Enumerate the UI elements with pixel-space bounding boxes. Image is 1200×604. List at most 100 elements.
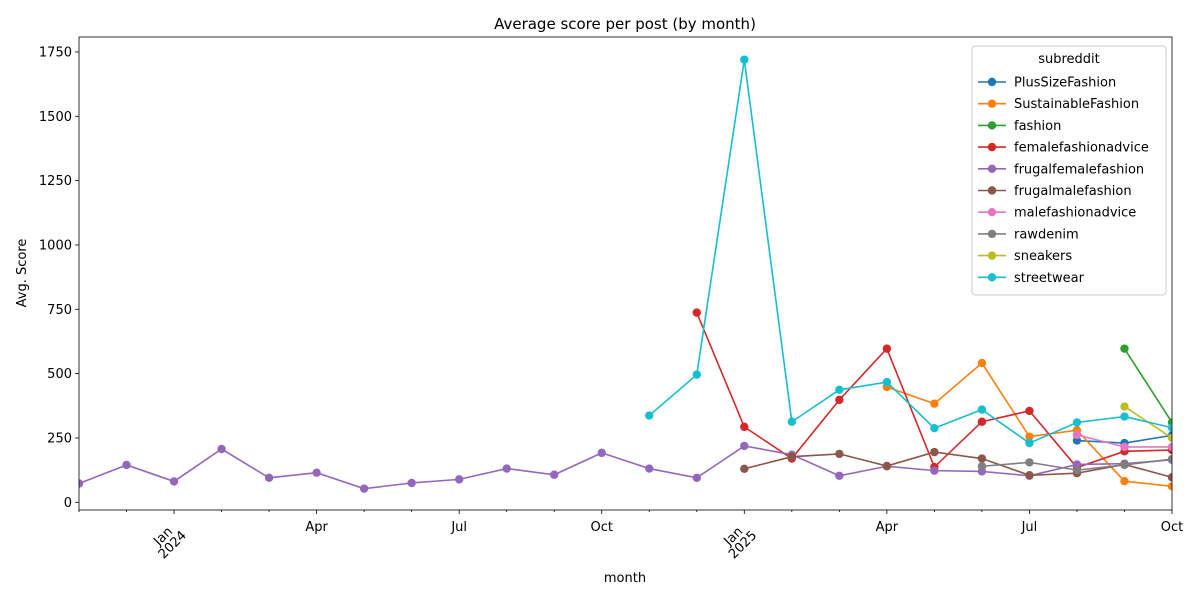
legend-item: femalefashionadvice <box>978 141 1149 156</box>
data-point <box>835 449 844 459</box>
data-point <box>1167 442 1172 452</box>
data-point <box>787 452 797 461</box>
data-point <box>740 464 749 474</box>
series-fashion <box>1120 344 1172 427</box>
plot-frame <box>78 36 1173 511</box>
data-point <box>645 464 654 473</box>
y-tick-label: 0 <box>64 496 72 511</box>
data-point <box>1120 442 1129 452</box>
data-point <box>692 473 701 483</box>
y-tick-label: 1000 <box>39 238 72 253</box>
data-point <box>1167 473 1172 482</box>
data-point <box>740 55 749 64</box>
data-point <box>835 395 844 405</box>
data-point <box>977 462 987 471</box>
series-line <box>886 361 1172 488</box>
data-point <box>930 447 939 457</box>
legend-swatch-marker <box>987 251 997 260</box>
legend-swatch-marker <box>987 208 997 217</box>
data-point <box>692 308 701 317</box>
legend-swatch-marker <box>987 121 997 130</box>
data-point <box>645 411 654 420</box>
legend-label: PlusSizeFashion <box>1014 76 1116 91</box>
legend-title: subreddit <box>1038 52 1100 67</box>
legend-swatch-marker <box>987 186 997 195</box>
series-frugalfemalefashion <box>79 441 1172 493</box>
data-point <box>1120 412 1129 421</box>
legend-label: fashion <box>1014 119 1061 134</box>
legend-item: frugalfemalefashion <box>978 162 1144 177</box>
data-point <box>1025 438 1034 448</box>
y-tick-label: 1250 <box>39 174 72 189</box>
legend-swatch-marker <box>987 273 997 282</box>
series-line <box>648 59 1172 445</box>
data-point <box>787 417 797 426</box>
data-point <box>835 471 844 480</box>
legend-label: sneakers <box>1014 249 1072 264</box>
data-point <box>550 470 559 479</box>
legend-label: femalefashionadvice <box>1014 141 1149 156</box>
data-point <box>740 441 749 451</box>
series-line <box>696 312 1172 469</box>
data-point <box>977 405 987 414</box>
legend-label: frugalmalefashion <box>1014 184 1132 199</box>
data-point <box>1120 460 1129 470</box>
data-point <box>977 454 987 463</box>
legend-swatch-marker <box>987 77 997 87</box>
legend-item: SustainableFashion <box>978 97 1139 112</box>
data-point <box>977 358 987 368</box>
data-point <box>359 484 369 493</box>
data-point <box>1025 471 1034 480</box>
data-point <box>502 464 511 473</box>
y-axis-label: Avg. Score <box>15 239 30 308</box>
series-line <box>744 451 1172 479</box>
legend-item: frugalmalefashion <box>978 184 1132 199</box>
legend-swatch-marker <box>987 142 997 152</box>
data-point <box>1025 458 1034 467</box>
x-tick-label: Jul <box>450 520 467 535</box>
data-point <box>1025 406 1034 416</box>
y-tick-label: 750 <box>47 303 72 318</box>
chart-title: Average score per post (by month) <box>494 15 756 33</box>
y-tick-label: 500 <box>47 367 72 382</box>
series-femalefashionadvice <box>692 308 1172 472</box>
data-point <box>1167 482 1172 491</box>
data-point <box>79 479 84 488</box>
data-point <box>312 468 321 477</box>
data-point <box>454 475 464 484</box>
series-line <box>1123 348 1172 423</box>
data-point <box>882 461 892 471</box>
data-point <box>169 477 179 486</box>
data-point <box>930 399 939 408</box>
legend-label: frugalfemalefashion <box>1014 162 1144 177</box>
series-line <box>79 445 1172 490</box>
legend-item: sneakers <box>978 249 1072 264</box>
legend-label: streetwear <box>1014 271 1085 286</box>
series-malefashionadvice <box>1072 430 1172 452</box>
legend-item: rawdenim <box>978 227 1079 242</box>
y-tick-label: 1500 <box>39 110 72 125</box>
legend-item: PlusSizeFashion <box>978 76 1116 91</box>
y-tick-label: 250 <box>47 431 72 446</box>
x-tick-label: Oct <box>1161 520 1183 535</box>
legend-item: fashion <box>978 119 1061 134</box>
data-point <box>1120 344 1129 353</box>
data-point <box>1167 433 1172 443</box>
data-point <box>930 466 939 475</box>
data-point <box>1120 402 1129 411</box>
data-point <box>597 448 606 458</box>
x-tick-label: Apr <box>305 520 328 535</box>
legend-swatch-marker <box>987 164 997 173</box>
series-streetwear <box>645 55 1172 448</box>
legend-item: malefashionadvice <box>978 206 1136 221</box>
legend-swatch-marker <box>987 99 997 108</box>
data-point <box>1072 418 1082 427</box>
series-frugalmalefashion <box>740 447 1172 482</box>
legend-swatch-marker <box>987 229 997 239</box>
data-point <box>1025 432 1034 441</box>
data-point <box>882 344 892 353</box>
legend-label: SustainableFashion <box>1014 97 1139 112</box>
series-rawdenim <box>977 454 1172 475</box>
